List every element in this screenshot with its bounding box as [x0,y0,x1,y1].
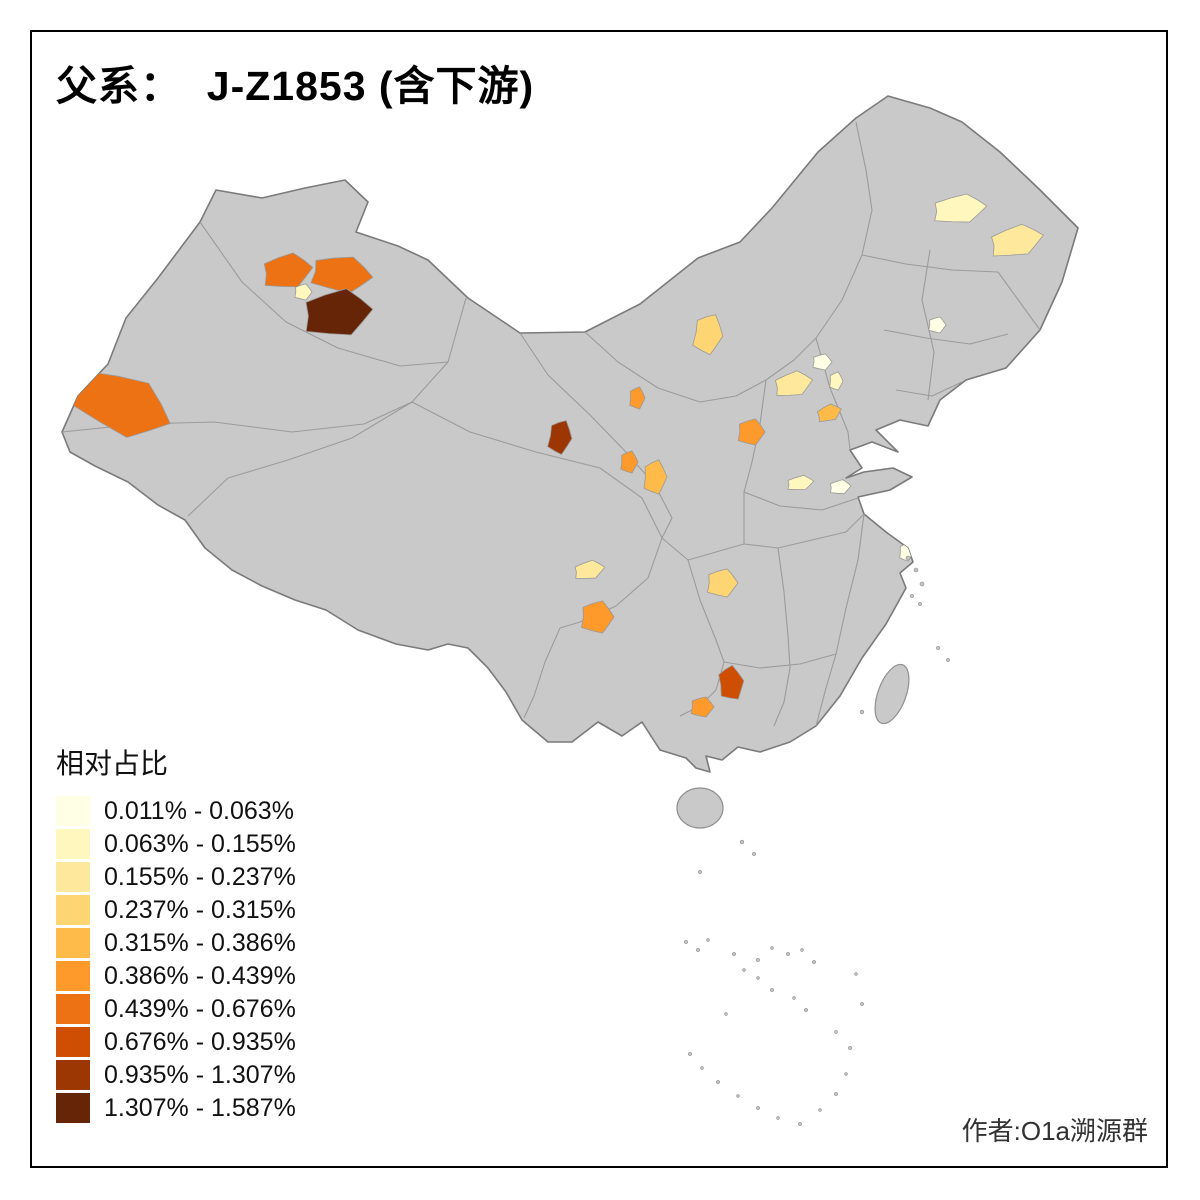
legend-label: 0.439% - 0.676% [104,994,296,1023]
province-borders [61,121,1041,727]
legend-swatch [56,862,90,892]
legend-swatch [56,928,90,958]
map-region-highlight [643,459,668,495]
map-region-highlight [581,600,615,634]
map-region-highlight [692,314,724,356]
map-region-highlight [928,316,947,334]
map-region-highlight [787,474,815,490]
map-region-highlight [294,283,313,301]
legend-swatch [56,994,90,1024]
map-legend: 相对占比 0.011% - 0.063% 0.063% - 0.155% 0.155… [56,742,296,1126]
map-region-highlight [812,353,833,371]
legend-row: 0.315% - 0.386% [56,928,296,958]
legend-row: 0.676% - 0.935% [56,1027,296,1057]
map-region-highlight [310,256,374,294]
map-region-highlight [934,193,988,223]
legend-swatch [56,1027,90,1057]
legend-row: 0.237% - 0.315% [56,895,296,925]
map-region-highlight [718,664,745,700]
legend-swatch [56,1093,90,1123]
legend-rows: 0.011% - 0.063% 0.063% - 0.155% 0.155% - 0… [56,796,296,1123]
legend-label: 0.237% - 0.315% [104,895,296,924]
legend-row: 0.155% - 0.237% [56,862,296,892]
map-region-highlight [707,568,739,598]
legend-label: 0.935% - 1.307% [104,1060,296,1089]
map-region-highlight [629,386,646,410]
legend-label: 0.676% - 0.935% [104,1027,296,1056]
legend-label: 0.155% - 0.237% [104,862,296,891]
legend-label: 0.011% - 0.063% [104,796,294,825]
legend-label: 0.315% - 0.386% [104,928,296,957]
legend-row: 0.386% - 0.439% [56,961,296,991]
legend-row: 0.935% - 1.307% [56,1060,296,1090]
hainan-island [676,787,724,829]
map-region-highlight [574,559,606,579]
islands [676,663,910,829]
map-region-highlight [774,370,814,396]
taiwan-island [874,663,910,725]
map-region-highlight [829,371,844,391]
legend-row: 1.307% - 1.587% [56,1093,296,1123]
map-region-highlight [816,403,842,423]
legend-swatch [56,829,90,859]
author-credit: 作者:O1a溯源群 [961,1116,1148,1146]
south-china-sea-islets [684,555,950,1126]
legend-label: 0.386% - 0.439% [104,961,296,990]
map-region-highlight [620,450,639,474]
legend-row: 0.011% - 0.063% [56,796,296,826]
legend-swatch [56,961,90,991]
legend-label: 1.307% - 1.587% [104,1093,296,1122]
legend-swatch [56,796,90,826]
legend-swatch [56,1060,90,1090]
legend-title: 相对占比 [56,748,169,779]
map-region-highlight [737,418,766,446]
map-region-highlight [547,420,573,455]
legend-swatch [56,895,90,925]
map-region-highlight [690,696,715,718]
legend-row: 0.439% - 0.676% [56,994,296,1024]
map-region-highlight [874,500,892,525]
map-region-highlight [263,252,314,288]
page-title: 父系： J-Z1853 (含下游) [56,63,535,109]
map-region-highlight [305,288,374,336]
legend-label: 0.063% - 0.155% [104,829,296,858]
map-region-highlight [991,223,1044,257]
legend-row: 0.063% - 0.155% [56,829,296,859]
map-region-highlight [830,479,852,495]
